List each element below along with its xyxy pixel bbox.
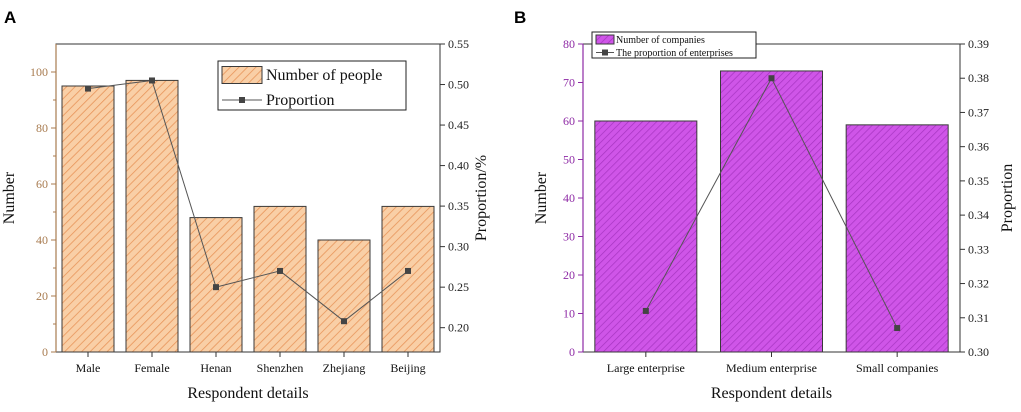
proportion-marker (277, 267, 283, 274)
x-tick-label: Shenzhen (257, 361, 304, 375)
left-tick-label: 40 (563, 191, 575, 205)
x-tick-label: Beijing (390, 361, 425, 375)
legend-bar-label: Number of people (266, 67, 382, 84)
bar-medium-enterprise (720, 70, 823, 353)
y-axis-title: Number (533, 171, 550, 224)
bar-male (61, 85, 115, 353)
right-tick-label: 0.40 (448, 159, 469, 173)
right-tick-label: 0.30 (448, 240, 469, 254)
bar-zhejiang (317, 239, 371, 353)
proportion-line (87, 79, 409, 322)
left-tick-label: 10 (563, 307, 575, 321)
legend-bar-swatch (221, 66, 263, 84)
proportion-marker (85, 85, 91, 92)
left-tick-label: 20 (563, 268, 575, 282)
bar-small-companies (845, 124, 949, 353)
bar-large-enterprise (594, 120, 698, 353)
left-tick-label: 40 (36, 233, 48, 247)
right-tick-label: 0.31 (968, 311, 989, 325)
legend-bar-swatch (595, 34, 615, 45)
chart-panel-a: 0 20 40 60 80 100 0.20 0.25 0.30 0.35 0.40 0.45 0.50… (1, 37, 490, 402)
y2-axis-title: Proportion (999, 164, 1016, 232)
right-tick-label: 0.25 (448, 280, 469, 294)
bar-shenzhen (253, 205, 307, 353)
proportion-marker (213, 284, 219, 291)
proportion-marker (642, 307, 649, 314)
left-tick-label: 80 (563, 37, 575, 51)
legend-line-label: Proportion (266, 92, 334, 109)
x-tick-label: Large enterprise (607, 361, 685, 375)
left-tick-label: 0 (42, 345, 48, 359)
right-tick-label: 0.35 (448, 199, 469, 213)
x-tick-label: Small companies (856, 361, 939, 375)
right-tick-label: 0.50 (448, 78, 469, 92)
right-tick-label: 0.34 (968, 208, 989, 222)
panel-letter-b: B (514, 8, 526, 27)
legend-box (591, 31, 757, 59)
right-tick-label: 0.30 (968, 345, 989, 359)
left-tick-label: 0 (569, 345, 575, 359)
legend-line-label: The proportion of enterprises (616, 48, 733, 59)
x-tick-label: Zhejiang (323, 361, 366, 375)
left-tick-label: 100 (30, 65, 48, 79)
right-tick-label: 0.33 (968, 242, 989, 256)
proportion-marker (768, 75, 775, 82)
right-tick-label: 0.35 (968, 174, 989, 188)
left-tick-label: 30 (563, 230, 575, 244)
chart-panel-b: 0 10 20 30 40 50 60 70 80 0.30 0.31 0.32 0.33 0.34 0.3… (533, 31, 1016, 402)
proportion-marker (894, 325, 901, 332)
right-tick-label: 0.37 (968, 105, 989, 119)
y-axis-title: Number (1, 171, 18, 224)
right-tick-label: 0.45 (448, 118, 469, 132)
legend-line-marker (239, 97, 245, 103)
legend-line-marker (602, 49, 608, 56)
x-tick-label: Female (134, 361, 169, 375)
left-tick-label: 60 (563, 114, 575, 128)
proportion-marker (405, 267, 411, 274)
right-tick-label: 0.20 (448, 321, 469, 335)
x-tick-label: Medium enterprise (726, 361, 817, 375)
right-tick-label: 0.55 (448, 37, 469, 51)
x-tick-label: Henan (200, 361, 231, 375)
y2-axis-title: Proportion/% (473, 155, 490, 241)
x-tick-label: Male (76, 361, 101, 375)
x-axis-title: Respondent details (711, 385, 832, 402)
proportion-marker (149, 77, 155, 84)
bar-female (125, 79, 179, 353)
left-tick-label: 60 (36, 177, 48, 191)
right-tick-label: 0.36 (968, 140, 989, 154)
left-tick-label: 70 (563, 76, 575, 90)
left-tick-label: 80 (36, 121, 48, 135)
legend-bar-label: Number of companies (616, 35, 705, 46)
bar-beijing (381, 205, 435, 353)
right-tick-label: 0.32 (968, 277, 989, 291)
proportion-marker (341, 318, 347, 325)
right-tick-label: 0.39 (968, 37, 989, 51)
left-tick-label: 20 (36, 289, 48, 303)
left-tick-label: 50 (563, 153, 575, 167)
panel-letter-a: A (4, 8, 16, 27)
x-axis-title: Respondent details (187, 385, 308, 402)
right-tick-label: 0.38 (968, 71, 989, 85)
